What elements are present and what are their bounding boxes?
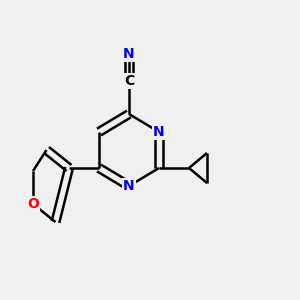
- Text: C: C: [124, 74, 134, 88]
- Text: N: N: [123, 47, 135, 61]
- Text: O: O: [27, 197, 39, 211]
- Text: N: N: [153, 125, 165, 139]
- Text: N: N: [123, 179, 135, 193]
